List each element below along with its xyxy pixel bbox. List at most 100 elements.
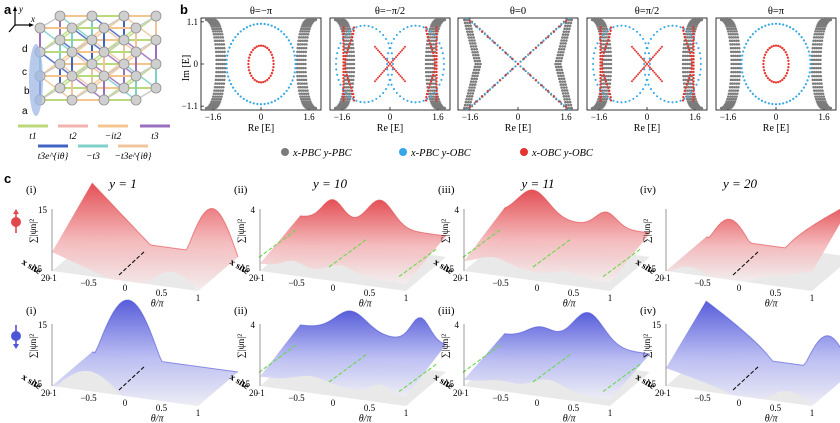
data-point-gray: [738, 70, 742, 74]
panel-label-c: c: [4, 171, 11, 186]
data-point-gray: [466, 103, 469, 107]
data-point-gray: [682, 46, 685, 50]
data-point-gray: [686, 74, 689, 78]
data-point-red: [655, 73, 657, 76]
data-point-gray: [565, 27, 569, 31]
data-point-gray: [296, 46, 299, 50]
data-point-gray: [340, 27, 343, 31]
data-point-blue: [227, 50, 230, 53]
data-point-gray: [728, 18, 731, 22]
data-point-gray: [216, 25, 220, 28]
data-point-blue: [387, 42, 390, 45]
data-point-gray: [308, 27, 311, 31]
data-point-gray: [566, 100, 570, 104]
data-point-gray: [819, 97, 822, 101]
data-point-gray: [737, 82, 741, 85]
data-point-red: [425, 29, 428, 32]
data-point-gray: [683, 66, 687, 70]
data-point-gray: [464, 100, 468, 104]
data-point-gray: [296, 50, 299, 54]
data-point-gray: [431, 97, 434, 101]
data-point-red: [266, 46, 269, 50]
data-point-gray: [475, 68, 478, 72]
data-point-gray: [811, 46, 814, 50]
data-point-red: [647, 61, 650, 64]
row-title: y = 10: [311, 176, 348, 191]
data-point-red: [782, 76, 786, 80]
data-point-red: [606, 86, 610, 89]
data-point-blue: [593, 52, 596, 55]
data-point-gray: [471, 74, 474, 78]
x-tick-label: 0: [645, 112, 650, 122]
data-point-blue: [399, 30, 402, 33]
data-point-gray: [686, 54, 689, 58]
data-point-gray: [682, 82, 686, 85]
data-point-blue: [659, 97, 662, 100]
data-point-gray: [472, 89, 475, 92]
data-point-red: [342, 73, 345, 77]
data-point-gray: [429, 50, 432, 54]
data-point-gray: [217, 66, 220, 70]
data-point-blue: [647, 52, 650, 55]
site-tick-label: 15: [33, 379, 43, 389]
data-point-gray: [818, 82, 821, 85]
data-point-gray: [472, 68, 476, 72]
data-point-gray: [345, 82, 348, 85]
data-point-blue: [568, 108, 570, 110]
data-point-blue: [496, 81, 499, 84]
data-point-gray: [726, 30, 730, 33]
data-point-gray: [736, 74, 739, 78]
data-point-red: [685, 42, 689, 45]
data-point-red: [401, 49, 403, 52]
data-point-gray: [560, 77, 563, 80]
data-point-blue: [652, 33, 655, 37]
data-point-red: [599, 92, 602, 96]
data-point-red: [606, 39, 610, 42]
data-point-gray: [302, 66, 305, 70]
data-point-gray: [681, 54, 685, 58]
data-point-blue: [344, 91, 347, 95]
data-point-gray: [216, 46, 220, 50]
theta-tick-label: −1: [255, 273, 265, 283]
data-point-gray: [298, 74, 301, 78]
data-point-gray: [302, 74, 305, 78]
data-point-gray: [305, 82, 308, 85]
data-point-gray: [218, 82, 221, 85]
data-point-red: [770, 80, 773, 83]
data-point-red: [772, 44, 775, 48]
data-point-red: [345, 73, 348, 77]
data-point-gray: [556, 53, 560, 57]
data-point-blue: [429, 95, 432, 98]
data-point-gray: [734, 89, 738, 92]
data-point-blue: [743, 79, 746, 82]
data-point-red: [342, 35, 345, 39]
data-point-blue: [277, 97, 280, 100]
data-point-blue: [624, 100, 627, 103]
data-point-gray: [726, 97, 729, 101]
data-point-gray: [815, 92, 819, 95]
data-point-gray: [463, 21, 467, 25]
data-point-gray: [596, 25, 599, 28]
dashed-line-green: [532, 353, 572, 383]
data-point-red: [638, 71, 641, 74]
data-point-gray: [685, 58, 689, 62]
data-point-blue: [386, 68, 389, 71]
data-point-gray: [300, 54, 303, 58]
data-point-gray: [814, 27, 818, 31]
data-point-gray: [815, 46, 819, 50]
data-point-gray: [299, 62, 303, 66]
data-point-gray: [555, 56, 559, 60]
data-point-red: [381, 54, 384, 57]
data-point-gray: [821, 18, 824, 22]
ridge-line: [91, 299, 239, 373]
data-point-gray: [429, 33, 433, 36]
data-point-gray: [688, 25, 692, 28]
data-point-red: [762, 59, 765, 62]
data-point-gray: [815, 78, 819, 82]
data-point-gray: [737, 39, 740, 43]
data-point-gray: [474, 80, 478, 83]
data-point-red: [692, 70, 695, 74]
data-point-blue: [473, 24, 476, 27]
data-point-gray: [817, 50, 820, 54]
